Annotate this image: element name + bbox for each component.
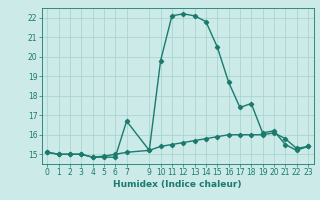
X-axis label: Humidex (Indice chaleur): Humidex (Indice chaleur) <box>113 180 242 189</box>
